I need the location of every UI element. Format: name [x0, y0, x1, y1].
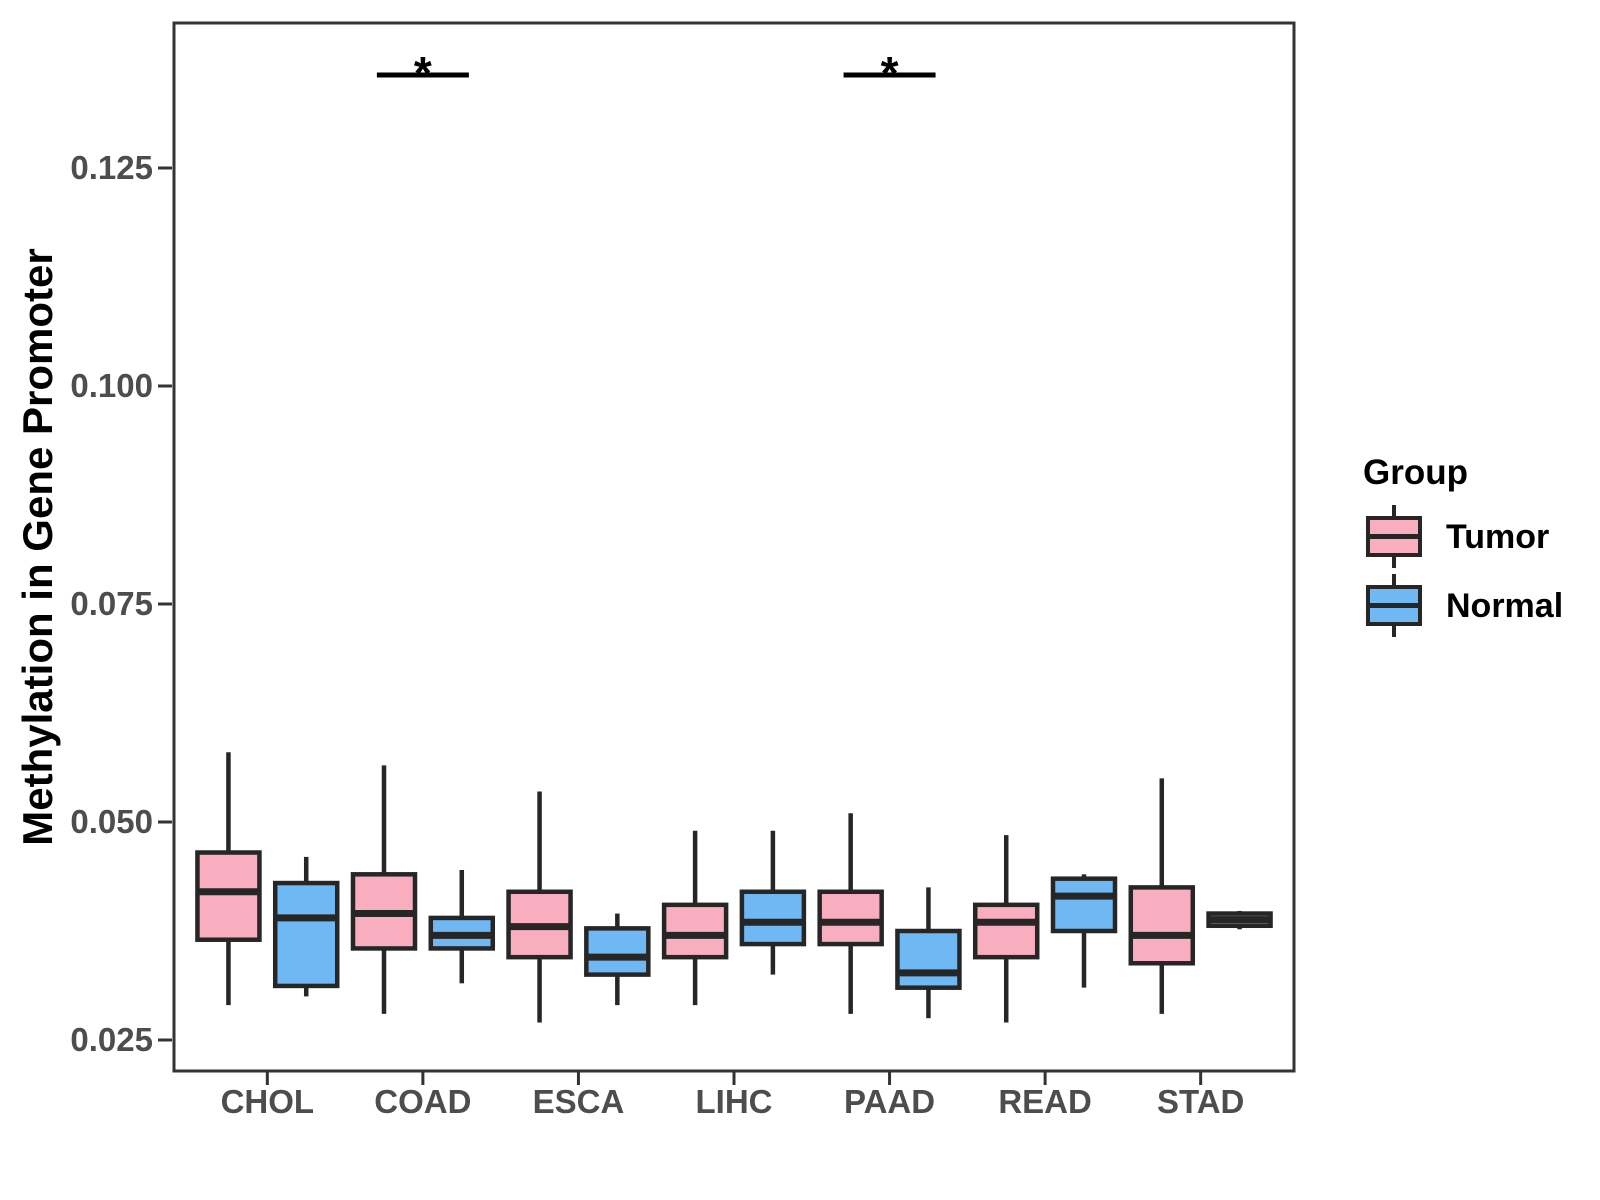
legend-label-normal: Normal	[1446, 587, 1563, 625]
legend-title: Group	[1363, 453, 1468, 492]
y-tick-label: 0.025	[70, 1021, 153, 1058]
box-tumor-stad	[1128, 778, 1196, 1014]
tumor-boxplot-glyph-icon	[1366, 505, 1422, 568]
iqr-box	[972, 902, 1040, 960]
box-tumor-lihc	[661, 830, 729, 1006]
iqr-box	[895, 928, 962, 990]
y-tick-label: 0.050	[70, 803, 153, 840]
significance-layer: * *	[376, 47, 936, 99]
box-normal-paad	[895, 887, 962, 1019]
iqr-box	[195, 850, 262, 942]
box-normal-chol	[272, 856, 340, 997]
x-tick-label-chol: CHOL	[221, 1083, 315, 1120]
box-normal-read	[1050, 874, 1118, 988]
box-tumor-chol	[195, 752, 262, 1006]
legend-key-tumor: Tumor	[1366, 505, 1549, 568]
significance-star-paad: *	[881, 47, 899, 99]
legend-key-normal: Normal	[1366, 574, 1563, 637]
y-tick-label: 0.125	[70, 149, 153, 186]
box-tumor-coad	[350, 765, 418, 1014]
iqr-box	[661, 902, 729, 960]
x-tick-label-lihc: LIHC	[696, 1083, 773, 1120]
box-normal-coad	[428, 869, 496, 984]
iqr-box	[817, 889, 884, 947]
box-tumor-paad	[817, 813, 884, 1014]
significance-star-coad: *	[414, 47, 432, 99]
data-layer	[195, 752, 1273, 1023]
iqr-box	[584, 926, 651, 977]
legend: Group Tumor Normal	[1363, 453, 1563, 637]
x-tick-label-esca: ESCA	[533, 1083, 625, 1120]
x-tick-label-stad: STAD	[1157, 1083, 1244, 1120]
box-tumor-read	[972, 835, 1040, 1023]
box-normal-esca	[584, 913, 651, 1006]
iqr-box	[1050, 876, 1118, 934]
iqr-box	[1128, 885, 1196, 966]
box-normal-stad	[1206, 910, 1273, 930]
y-tick-label: 0.100	[70, 367, 153, 404]
x-tick-label-paad: PAAD	[844, 1083, 935, 1120]
x-tick-label-read: READ	[998, 1083, 1092, 1120]
legend-label-tumor: Tumor	[1446, 518, 1549, 556]
box-normal-lihc	[739, 830, 807, 975]
axes-layer: 0.025 0.050 0.075 0.100 0.125 CHOL COAD ESCA LIH…	[70, 149, 1244, 1120]
box-tumor-esca	[506, 791, 573, 1023]
iqr-box	[739, 889, 807, 947]
iqr-box	[272, 880, 340, 989]
normal-boxplot-glyph-icon	[1366, 574, 1422, 637]
x-tick-label-coad: COAD	[374, 1083, 471, 1120]
y-tick-label: 0.075	[70, 585, 153, 622]
plot-panel-border	[172, 21, 1296, 1073]
y-axis-title: Methylation in Gene Promoter	[14, 248, 61, 845]
